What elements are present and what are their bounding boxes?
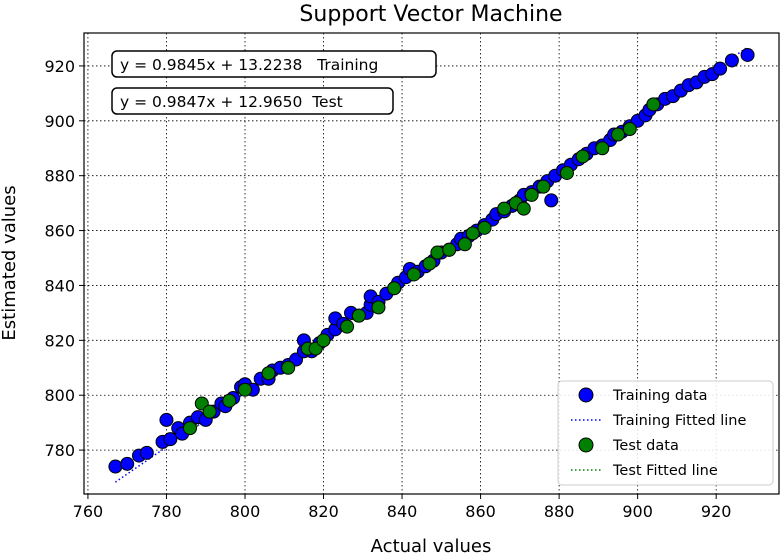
data-point-series-2 <box>316 333 331 348</box>
x-tick-label: 760 <box>73 502 104 521</box>
data-point-series-0 <box>740 47 755 62</box>
annotation-box-training <box>111 50 437 78</box>
data-point-series-2 <box>406 267 421 282</box>
data-point-series-2 <box>387 281 402 296</box>
data-point-series-2 <box>183 421 198 436</box>
legend-marker-training-data <box>578 387 594 403</box>
data-point-series-2 <box>477 220 492 235</box>
annotation-test: y = 0.9847x + 12.9650 Test <box>120 93 343 111</box>
data-point-series-2 <box>622 122 637 137</box>
y-axis-label: Estimated values <box>0 185 20 340</box>
data-point-series-2 <box>371 300 386 315</box>
data-point-series-2 <box>281 360 296 375</box>
data-point-series-2 <box>595 141 610 156</box>
data-point-series-0 <box>159 412 174 427</box>
y-tick-label: 860 <box>44 222 75 241</box>
data-point-series-2 <box>559 165 574 180</box>
data-point-series-2 <box>222 393 237 408</box>
x-tick-label: 860 <box>465 502 496 521</box>
y-tick-label: 800 <box>44 386 75 405</box>
legend-label-test-data: Test data <box>612 438 679 454</box>
x-tick-label: 900 <box>622 502 653 521</box>
annotation-box-test <box>111 87 394 115</box>
legend-label-test-fit: Test Fitted line <box>612 463 718 479</box>
chart-title: Support Vector Machine <box>299 2 562 27</box>
y-tick-label: 900 <box>44 112 75 131</box>
legend: Training data Training Fitted line Test … <box>557 380 774 486</box>
x-tick-label: 820 <box>308 502 339 521</box>
x-tick-label: 840 <box>387 502 418 521</box>
annotation-training: y = 0.9845x + 13.2238 Training <box>120 56 378 74</box>
data-point-series-2 <box>261 366 276 381</box>
x-tick-label: 880 <box>544 502 575 521</box>
x-tick-label: 920 <box>701 502 732 521</box>
data-point-series-2 <box>351 308 366 323</box>
data-point-series-2 <box>237 382 252 397</box>
data-point-series-2 <box>611 127 626 142</box>
data-point-series-2 <box>536 179 551 194</box>
data-point-series-2 <box>422 256 437 271</box>
x-tick-label: 800 <box>230 502 261 521</box>
x-axis-label: Actual values <box>371 536 492 556</box>
data-point-series-2 <box>442 242 457 257</box>
data-point-series-2 <box>646 97 661 112</box>
y-tick-label: 920 <box>44 57 75 76</box>
data-point-series-0 <box>724 53 739 68</box>
plot-frame <box>83 32 780 495</box>
data-point-series-2 <box>430 245 445 260</box>
data-point-series-2 <box>497 201 512 216</box>
data-point-series-2 <box>524 187 539 202</box>
legend-box <box>557 380 774 486</box>
x-tick-label: 780 <box>151 502 182 521</box>
data-point-series-2 <box>516 201 531 216</box>
data-point-series-0 <box>108 459 123 474</box>
y-tick-label: 780 <box>44 441 75 460</box>
legend-marker-test-data <box>578 437 594 453</box>
data-point-series-2 <box>575 149 590 164</box>
data-point-series-0 <box>163 432 178 447</box>
legend-label-training-data: Training data <box>612 388 707 404</box>
data-point-series-2 <box>340 319 355 334</box>
data-point-series-2 <box>465 226 480 241</box>
data-point-series-0 <box>120 456 135 471</box>
data-point-series-2 <box>202 404 217 419</box>
y-tick-label: 820 <box>44 331 75 350</box>
data-point-series-0 <box>139 445 154 460</box>
y-tick-label: 880 <box>44 167 75 186</box>
x-axis-ticks: 760 780 800 820 840 860 880 900 920 <box>73 494 732 521</box>
data-point-series-0 <box>544 193 559 208</box>
data-points <box>108 47 755 474</box>
data-point-series-0 <box>713 61 728 76</box>
legend-label-training-fit: Training Fitted line <box>612 413 746 429</box>
data-point-series-2 <box>457 237 472 252</box>
y-tick-label: 840 <box>44 276 75 295</box>
y-axis-ticks: 780 800 820 840 860 880 900 920 <box>44 57 84 460</box>
